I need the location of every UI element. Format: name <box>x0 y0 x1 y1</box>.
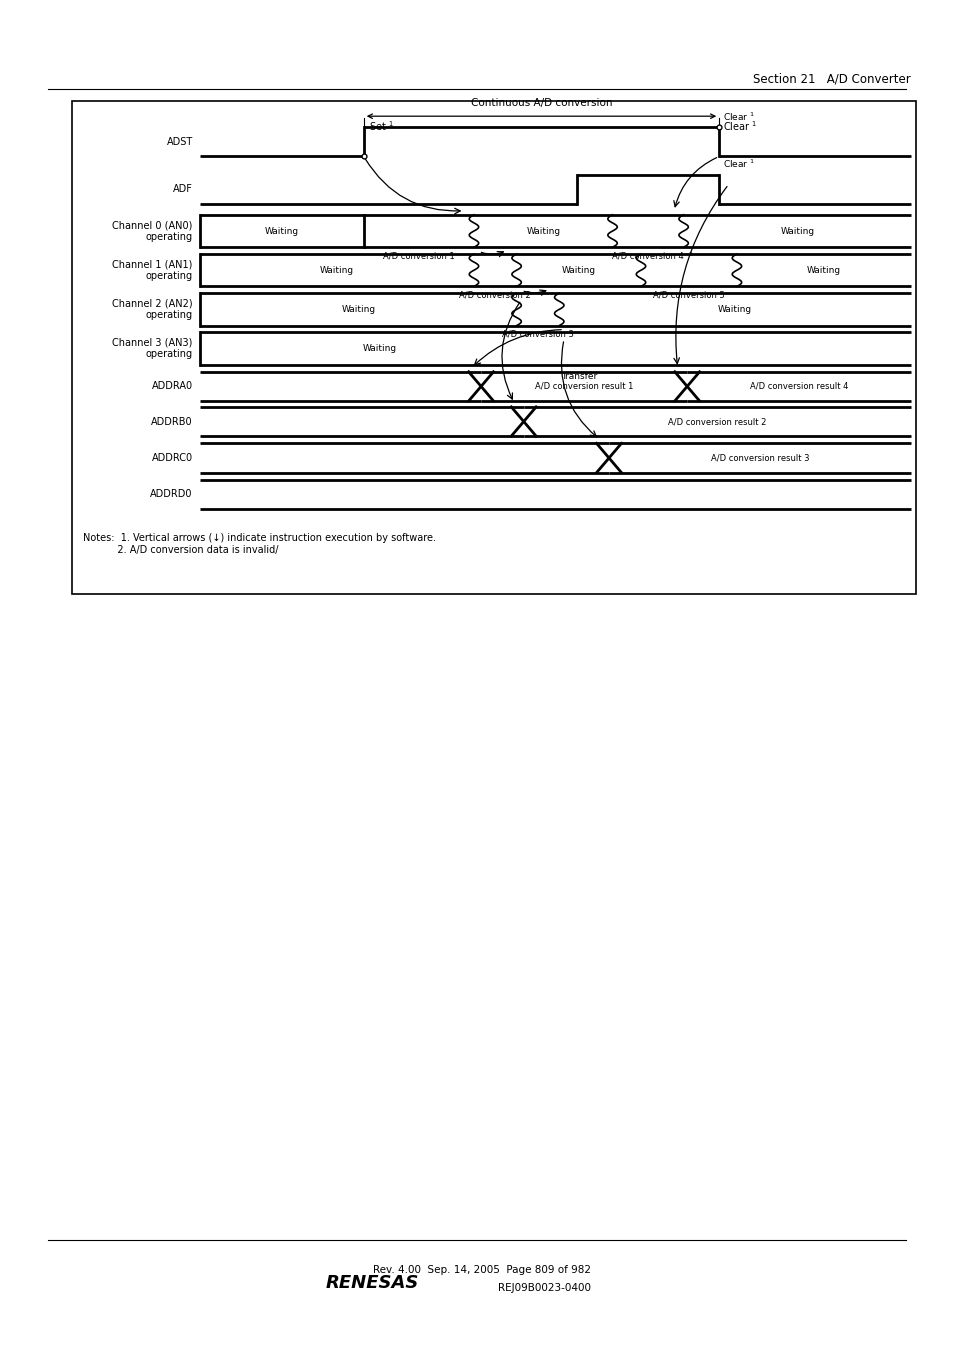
Text: Waiting: Waiting <box>718 305 751 313</box>
FancyBboxPatch shape <box>71 101 915 594</box>
Text: Waiting: Waiting <box>341 305 375 313</box>
Text: A/D conversion 2: A/D conversion 2 <box>459 290 531 300</box>
Text: Waiting: Waiting <box>526 227 559 235</box>
Text: ADDRA0: ADDRA0 <box>152 381 193 392</box>
Text: Waiting: Waiting <box>362 345 396 353</box>
Text: RENESAS: RENESAS <box>325 1274 418 1292</box>
Text: Waiting: Waiting <box>561 266 596 274</box>
Text: A/D conversion 4: A/D conversion 4 <box>612 251 683 261</box>
Text: Channel 2 (AN2)
operating: Channel 2 (AN2) operating <box>112 299 193 320</box>
Text: A/D conversion result 4: A/D conversion result 4 <box>749 382 847 390</box>
Text: ADST: ADST <box>166 136 193 147</box>
Text: Set $^1$: Set $^1$ <box>368 119 393 132</box>
Text: ADDRB0: ADDRB0 <box>151 416 193 427</box>
Text: A/D conversion result 2: A/D conversion result 2 <box>667 417 766 426</box>
Text: Continuous A/D conversion: Continuous A/D conversion <box>470 99 612 108</box>
Text: A/D conversion 1: A/D conversion 1 <box>382 251 455 261</box>
Text: Transfer: Transfer <box>560 372 597 381</box>
Text: Waiting: Waiting <box>806 266 841 274</box>
Text: Notes:  1. Vertical arrows (↓) indicate instruction execution by software.
     : Notes: 1. Vertical arrows (↓) indicate i… <box>83 534 436 555</box>
Text: Clear $^1$: Clear $^1$ <box>722 119 757 132</box>
Text: Channel 0 (AN0)
operating: Channel 0 (AN0) operating <box>112 220 193 242</box>
Text: REJ09B0023-0400: REJ09B0023-0400 <box>498 1283 591 1293</box>
Text: Waiting: Waiting <box>265 227 299 235</box>
Text: $^2$: $^2$ <box>688 251 693 261</box>
Text: A/D conversion 5: A/D conversion 5 <box>653 290 724 300</box>
Text: ADDRC0: ADDRC0 <box>152 453 193 463</box>
Text: Channel 3 (AN3)
operating: Channel 3 (AN3) operating <box>112 338 193 359</box>
Text: Waiting: Waiting <box>780 227 814 235</box>
Text: A/D conversion result 3: A/D conversion result 3 <box>710 454 808 462</box>
Text: ADF: ADF <box>172 184 193 195</box>
Text: ADDRD0: ADDRD0 <box>150 489 193 500</box>
Text: A/D conversion result 1: A/D conversion result 1 <box>535 382 633 390</box>
Text: Clear $^1$: Clear $^1$ <box>722 111 754 123</box>
Text: Section 21   A/D Converter: Section 21 A/D Converter <box>753 72 910 85</box>
Text: Waiting: Waiting <box>320 266 354 274</box>
Text: A/D conversion 3: A/D conversion 3 <box>501 330 574 339</box>
Text: Clear $^1$: Clear $^1$ <box>722 158 754 170</box>
Text: Rev. 4.00  Sep. 14, 2005  Page 809 of 982: Rev. 4.00 Sep. 14, 2005 Page 809 of 982 <box>373 1265 591 1274</box>
Text: Channel 1 (AN1)
operating: Channel 1 (AN1) operating <box>112 259 193 281</box>
